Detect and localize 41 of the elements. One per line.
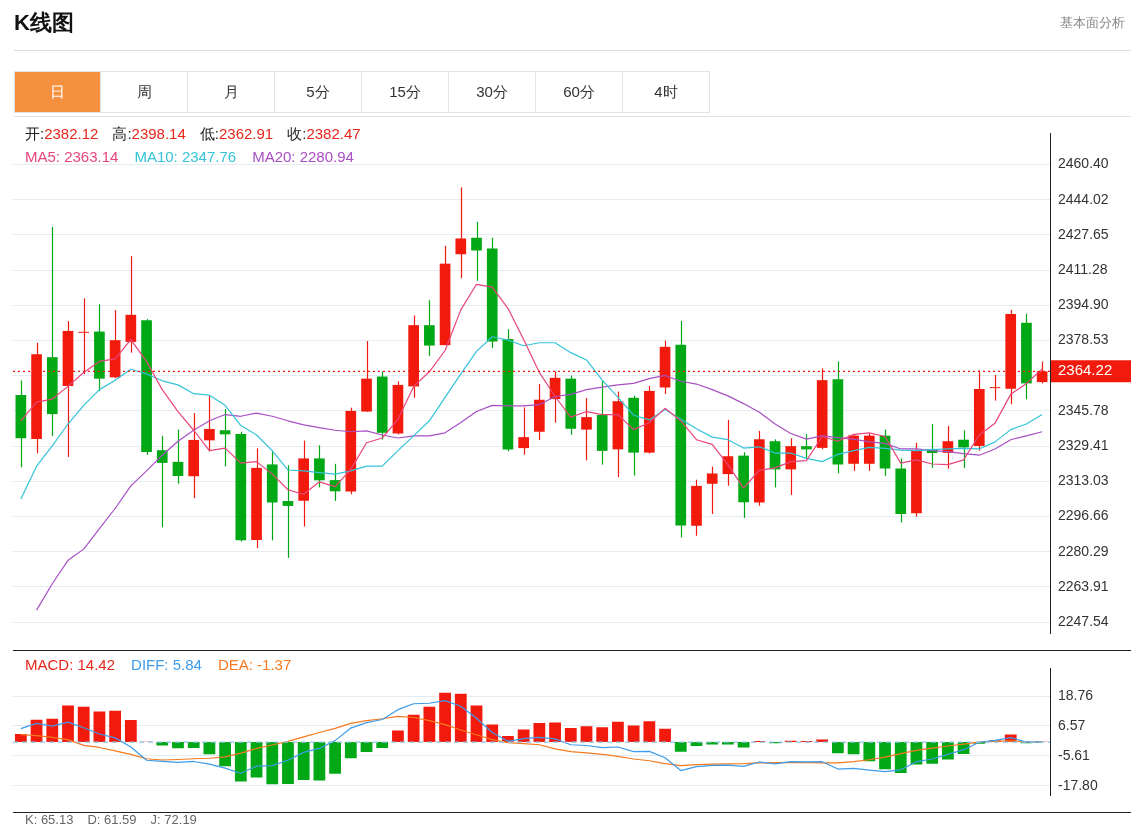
y-tick-label: 2280.29 <box>1058 542 1109 559</box>
y-tick-label: 2411.28 <box>1058 261 1108 278</box>
text: DIFF: 5.84 <box>131 656 202 673</box>
tab-button: 15分 <box>362 71 449 113</box>
y-tick-label: -5.61 <box>1058 746 1091 763</box>
y-tick-label: 2296.66 <box>1058 507 1109 524</box>
tab-button: 周 <box>101 71 188 113</box>
text: MACD: 14.42 <box>25 656 116 673</box>
y-tick-label: 2378.53 <box>1058 331 1109 348</box>
text: DEA: -1.37 <box>217 656 292 673</box>
y-tick-label: 2345.78 <box>1058 401 1109 418</box>
tab-button: 4时 <box>623 71 710 113</box>
tab-button: 日 <box>14 71 101 113</box>
annotation: 高:2398.14 <box>112 125 186 142</box>
y-tick-label: 2263.91 <box>1058 577 1109 594</box>
annotation: 低:2362.91 <box>199 125 274 142</box>
y-tick-label: 2460.40 <box>1058 155 1109 172</box>
y-tick-label: 2313.03 <box>1058 472 1109 489</box>
y-tick-label: 18.76 <box>1058 686 1094 703</box>
y-tick-label: -17.80 <box>1058 776 1098 793</box>
annotation: 收:2382.47 <box>287 125 361 142</box>
text: MA10: 2347.76 <box>134 148 237 165</box>
text: K线图 <box>14 9 74 37</box>
ref-line-label: 2364.22 <box>1058 361 1113 379</box>
y-tick-label: 6.57 <box>1058 716 1086 733</box>
y-tick-label: 2427.65 <box>1058 225 1109 242</box>
y-tick-label: 2329.41 <box>1058 437 1109 453</box>
text: K: 65.13 <box>25 812 74 826</box>
y-tick-label: 2247.54 <box>1058 612 1109 629</box>
text: J: 72.19 <box>150 812 197 826</box>
tab-button: 60分 <box>536 71 623 113</box>
text: 基本面分析 <box>1060 14 1125 32</box>
y-tick-label: 2444.02 <box>1058 190 1109 207</box>
text: D: 61.59 <box>87 812 137 826</box>
tab-button: 30分 <box>449 71 536 113</box>
tab-button: 5分 <box>275 71 362 113</box>
y-tick-label: 2394.90 <box>1058 296 1109 313</box>
text: MA5: 2363.14 <box>25 148 119 165</box>
text: MA20: 2280.94 <box>252 148 354 165</box>
tab-button: 月 <box>188 71 275 113</box>
annotation: 开:2382.12 <box>25 125 99 142</box>
